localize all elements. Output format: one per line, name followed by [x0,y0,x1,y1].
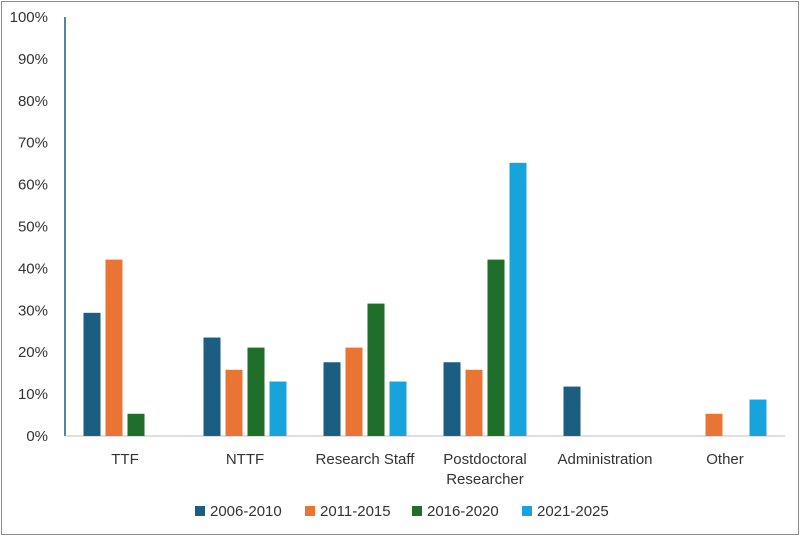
y-tick-label: 60% [18,177,48,194]
bar [749,399,767,436]
legend-label: 2016-2020 [427,503,499,520]
legend-swatch [522,506,532,516]
y-tick-label: 90% [18,51,48,68]
legend-label: 2011-2015 [320,503,391,520]
x-tick-label: Research Staff [316,451,416,468]
y-tick-label: 50% [18,219,48,236]
bar [225,369,243,436]
y-tick-label: 0% [26,428,48,445]
y-tick-label: 30% [18,302,48,319]
y-tick-label: 100% [10,9,48,26]
bar [105,259,123,436]
x-tick-label: Researcher [446,471,524,488]
bar [487,259,505,436]
x-tick-label: NTTF [226,451,264,468]
legend-label: 2021-2025 [537,503,609,520]
bar [127,413,145,436]
bar [509,162,527,436]
y-tick-label: 10% [18,386,48,403]
y-tick-label: 40% [18,260,48,277]
bar [269,381,287,436]
bar [367,303,385,436]
x-tick-label: TTF [111,451,139,468]
x-tick-label: Postdoctoral [443,451,526,468]
bar [443,362,461,436]
bar [323,362,341,436]
y-tick-label: 80% [18,93,48,110]
y-tick-label: 70% [18,135,48,152]
x-tick-label: Administration [557,451,652,468]
bar [705,413,723,436]
legend-swatch [305,506,315,516]
bar [465,369,483,436]
bar [563,386,581,436]
bar [83,312,101,436]
y-tick-label: 20% [18,344,48,361]
legend-swatch [412,506,422,516]
bar [247,347,265,436]
bar [203,337,221,436]
legend-label: 2006-2010 [210,503,282,520]
bar [389,381,407,436]
x-tick-label: Other [706,451,744,468]
bar [345,347,363,436]
legend-swatch [195,506,205,516]
